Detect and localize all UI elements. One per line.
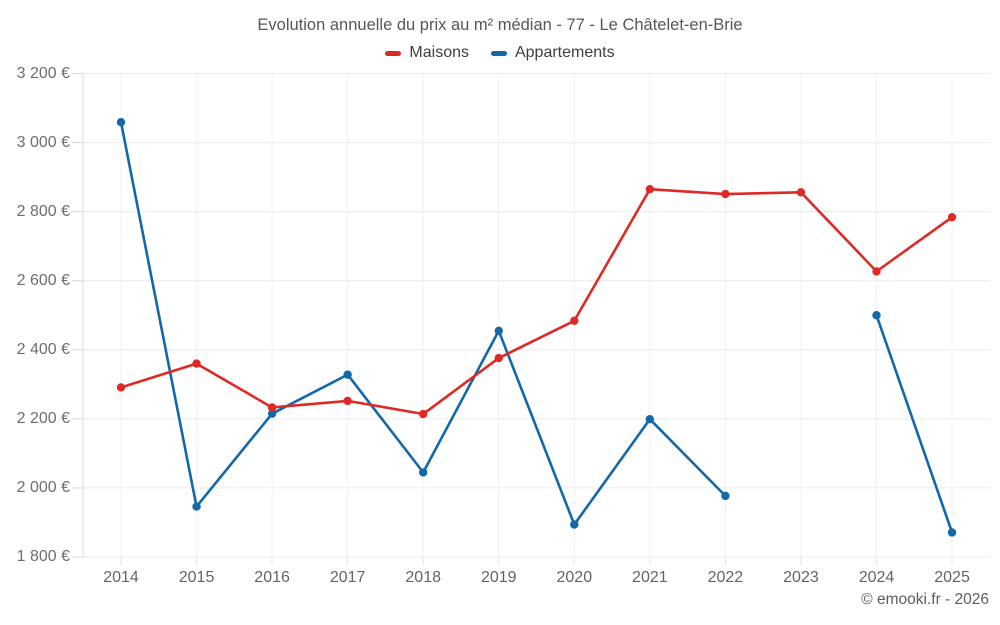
legend-item-maisons: Maisons bbox=[385, 44, 469, 62]
maisons-point-2018 bbox=[419, 409, 428, 419]
maisons-series-swatch-icon bbox=[385, 50, 402, 56]
appartements-point-2019 bbox=[494, 326, 503, 335]
appartements-point-2020 bbox=[570, 520, 579, 529]
legend-item-appartements: Appartements bbox=[490, 44, 615, 62]
y-tick-label: 2 600 € bbox=[16, 271, 70, 289]
maisons-point-2022 bbox=[721, 189, 730, 199]
maisons-point-2019 bbox=[494, 353, 503, 363]
maisons-point-2016 bbox=[267, 403, 277, 412]
y-tick-label: 2 400 € bbox=[16, 340, 70, 358]
x-tick-label: 2021 bbox=[632, 569, 668, 586]
x-tick-label: 2024 bbox=[858, 569, 895, 586]
y-tick-label: 3 200 € bbox=[16, 64, 70, 82]
y-tick-label: 2 200 € bbox=[16, 409, 70, 427]
appartements-point-2021 bbox=[645, 415, 655, 424]
maisons-point-2023 bbox=[796, 188, 806, 197]
y-tick-label: 2 000 € bbox=[16, 478, 70, 496]
x-tick-label: 2014 bbox=[103, 569, 139, 586]
copyright-footer: © emooki.fr - 2026 bbox=[861, 591, 989, 608]
maisons-point-2015 bbox=[192, 359, 201, 368]
x-tick-label: 2023 bbox=[783, 569, 819, 586]
maisons-line bbox=[119, 187, 954, 416]
appartements-point-2014 bbox=[116, 117, 126, 127]
maisons-point-2017 bbox=[343, 396, 352, 406]
appartements-point-2015 bbox=[192, 502, 201, 511]
appartements-point-2016 bbox=[267, 409, 277, 418]
appartements-point-2024 bbox=[872, 311, 881, 320]
appartements-point-2017 bbox=[343, 370, 352, 379]
x-tick-label: 2025 bbox=[934, 569, 970, 586]
maisons-point-2024 bbox=[872, 267, 881, 276]
x-tick-label: 2020 bbox=[556, 569, 593, 586]
appartements-point-2018 bbox=[419, 468, 428, 477]
appartements-point-2022 bbox=[721, 491, 730, 501]
legend: Maisons Appartements bbox=[0, 44, 1000, 62]
y-tick-label: 1 800 € bbox=[16, 548, 70, 565]
x-tick-label: 2019 bbox=[480, 569, 517, 586]
y-tick-label: 2 800 € bbox=[16, 202, 70, 220]
appartements-point-2025 bbox=[947, 528, 957, 537]
maisons-point-2025 bbox=[947, 212, 957, 222]
appartements-series-swatch-icon bbox=[490, 50, 507, 56]
maisons-point-2021 bbox=[645, 184, 655, 194]
x-tick-label: 2015 bbox=[178, 569, 215, 586]
x-tick-label: 2017 bbox=[329, 569, 366, 586]
chart-title: Evolution annuelle du prix au m² médian … bbox=[257, 16, 743, 34]
maisons-point-2014 bbox=[116, 383, 126, 392]
x-tick-label: 2022 bbox=[707, 569, 744, 586]
x-tick-label: 2016 bbox=[254, 569, 290, 586]
legend-label-appartements: Appartements bbox=[514, 44, 615, 61]
appartements-line bbox=[875, 313, 954, 534]
legend-label-maisons: Maisons bbox=[409, 44, 469, 61]
y-tick-label: 3 000 € bbox=[16, 133, 70, 151]
x-tick-label: 2018 bbox=[405, 569, 441, 586]
maisons-point-2020 bbox=[570, 316, 579, 325]
